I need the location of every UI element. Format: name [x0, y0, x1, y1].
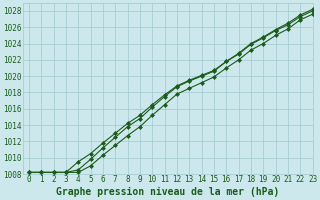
X-axis label: Graphe pression niveau de la mer (hPa): Graphe pression niveau de la mer (hPa): [56, 187, 279, 197]
